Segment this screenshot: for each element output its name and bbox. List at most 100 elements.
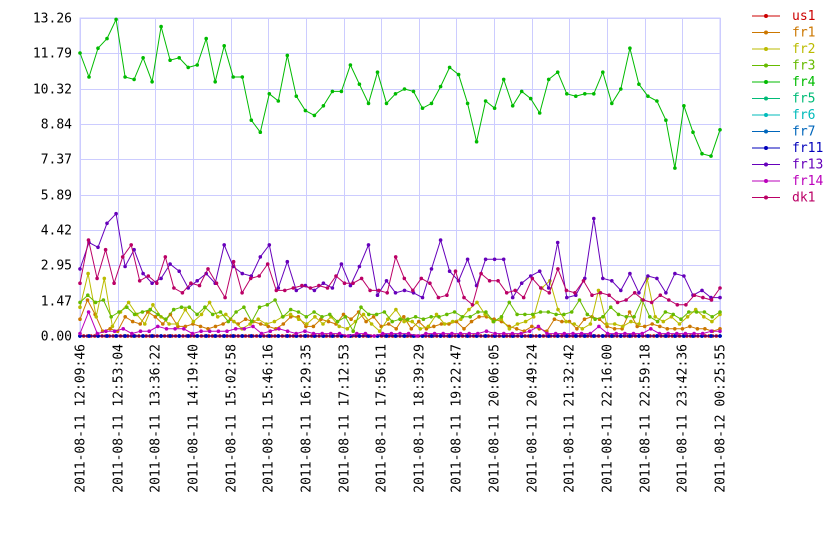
data-point: [530, 276, 535, 281]
data-point: [204, 334, 208, 338]
data-point: [231, 75, 235, 79]
legend-item-us1: us1: [752, 9, 815, 24]
data-point: [583, 92, 587, 96]
data-point: [103, 247, 108, 252]
data-point: [456, 72, 461, 77]
data-point: [465, 101, 470, 106]
data-point: [499, 315, 504, 319]
data-point: [150, 80, 154, 84]
y-tick-label: 7.37: [41, 153, 72, 168]
data-point: [168, 334, 172, 338]
data-point: [467, 307, 471, 312]
data-point: [330, 89, 335, 94]
data-point: [87, 75, 91, 79]
data-point: [311, 324, 316, 329]
legend-label: fr7: [792, 125, 815, 140]
plot-frame: [79, 17, 721, 337]
data-point: [655, 99, 659, 103]
data-point: [303, 329, 307, 334]
data-point: [438, 334, 443, 338]
data-point: [574, 94, 578, 98]
data-point: [641, 298, 645, 302]
data-point: [718, 334, 722, 338]
data-point: [610, 334, 614, 338]
data-point: [240, 291, 244, 295]
data-point: [182, 327, 186, 331]
legend-item-fr3: fr3: [752, 59, 815, 74]
data-point: [155, 281, 159, 286]
data-point: [581, 279, 586, 283]
data-point: [688, 324, 692, 329]
data-point: [409, 327, 414, 331]
data-point: [417, 319, 421, 324]
data-point: [612, 327, 617, 331]
data-point: [614, 331, 618, 336]
data-point: [96, 46, 100, 50]
data-point: [325, 286, 330, 290]
data-point: [183, 307, 188, 312]
data-point: [575, 327, 579, 331]
data-point: [264, 322, 269, 326]
data-point: [104, 329, 108, 334]
x-tick-label: 2011-08-12 00:25:55: [714, 344, 729, 493]
data-point: [164, 317, 168, 322]
data-point: [691, 130, 695, 134]
data-point: [171, 307, 176, 312]
data-point: [513, 288, 517, 293]
data-point: [632, 315, 636, 319]
data-point: [249, 334, 254, 338]
data-point: [530, 324, 534, 329]
data-point: [492, 106, 497, 110]
data-point: [458, 331, 463, 336]
data-point: [663, 310, 668, 314]
y-tick-label: 10.32: [33, 83, 72, 98]
data-point: [114, 211, 118, 216]
data-point: [565, 295, 569, 300]
data-point: [240, 271, 245, 276]
data-point: [510, 104, 515, 108]
data-point: [389, 331, 394, 336]
data-point: [143, 322, 147, 326]
y-tick-label: 8.84: [41, 118, 72, 133]
data-point: [429, 267, 434, 271]
data-point: [283, 288, 287, 293]
data-point: [189, 281, 193, 286]
data-point: [267, 243, 272, 247]
data-point: [420, 295, 425, 300]
data-point: [649, 300, 654, 305]
data-point: [556, 267, 560, 271]
data-point: [555, 70, 560, 74]
data-point: [345, 327, 350, 331]
data-point: [515, 312, 519, 317]
data-point: [527, 329, 532, 334]
y-tick-label: 0.00: [41, 330, 72, 345]
data-point: [177, 334, 181, 338]
data-point: [288, 307, 293, 312]
data-point: [125, 305, 129, 310]
data-point: [615, 300, 620, 305]
data-point: [132, 247, 136, 252]
data-point: [94, 315, 98, 319]
series-line-dk1: [79, 239, 721, 306]
data-point: [87, 334, 91, 338]
data-point: [528, 96, 533, 101]
data-point: [460, 315, 465, 319]
legend-swatch-marker: [764, 80, 768, 84]
data-point: [665, 327, 670, 331]
data-point: [213, 324, 218, 329]
data-point: [580, 327, 585, 331]
x-tick-label: 2011-08-11 17:56:11: [375, 344, 390, 493]
data-point: [232, 319, 236, 324]
data-point: [421, 317, 426, 322]
data-point: [132, 334, 136, 338]
data-point: [507, 327, 512, 331]
data-point: [321, 104, 326, 108]
legend-swatch-marker: [764, 47, 768, 51]
data-point: [215, 315, 220, 319]
data-point: [190, 331, 195, 336]
data-point: [675, 303, 680, 307]
data-point: [393, 255, 398, 259]
legend-item-dk1: dk1: [752, 191, 815, 206]
data-point: [276, 286, 281, 290]
